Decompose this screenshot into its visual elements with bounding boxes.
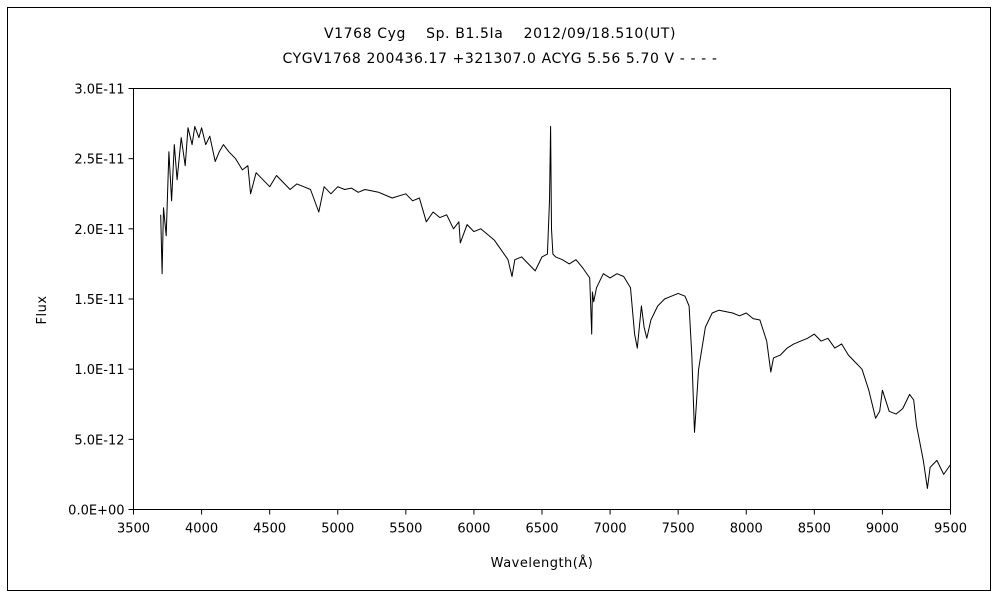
y-tick-label: 2.5E-11 bbox=[74, 153, 124, 168]
x-tick-label: 5000 bbox=[321, 522, 354, 537]
x-tick-label: 7000 bbox=[594, 522, 627, 537]
y-tick-label: 2.0E-11 bbox=[74, 223, 124, 238]
x-tick-label: 4500 bbox=[253, 522, 286, 537]
y-tick-label: 1.0E-11 bbox=[74, 363, 124, 378]
plot-area-border bbox=[133, 88, 951, 510]
x-tick-label: 3500 bbox=[117, 522, 150, 537]
x-axis-title: Wavelength(Å) bbox=[491, 555, 594, 571]
y-tick-label: 5.0E-12 bbox=[74, 433, 124, 448]
x-tick-label: 9500 bbox=[934, 522, 967, 537]
x-tick-label: 4000 bbox=[185, 522, 218, 537]
x-tick-label: 9000 bbox=[866, 522, 899, 537]
x-axis: 3500 4000 4500 5000 5500 6000 6500 7000 7500 8000… bbox=[117, 509, 967, 537]
x-tick-label: 6000 bbox=[457, 522, 490, 537]
x-tick-label: 6500 bbox=[525, 522, 558, 537]
y-tick-label: 0.0E+00 bbox=[68, 504, 124, 519]
y-tick-label: 1.5E-11 bbox=[74, 293, 124, 308]
chart-subtitle: CYGV1768 200436.17 +321307.0 ACYG 5.56 5… bbox=[282, 51, 718, 67]
spectrum-line bbox=[160, 125, 951, 489]
y-tick-label: 3.0E-11 bbox=[74, 83, 124, 98]
chart-title: V1768 Cyg Sp. B1.5Ia 2012/09/18.510(UT) bbox=[323, 26, 677, 42]
y-axis: 0.0E+00 5.0E-12 1.0E-11 1.5E-11 2.0E-11 2.5E-… bbox=[68, 83, 134, 519]
x-tick-label: 8000 bbox=[730, 522, 763, 537]
x-tick-label: 8500 bbox=[798, 522, 831, 537]
y-axis-title: Flux bbox=[35, 295, 50, 324]
chart-frame bbox=[7, 7, 991, 591]
x-tick-label: 5500 bbox=[389, 522, 422, 537]
x-tick-label: 7500 bbox=[662, 522, 695, 537]
